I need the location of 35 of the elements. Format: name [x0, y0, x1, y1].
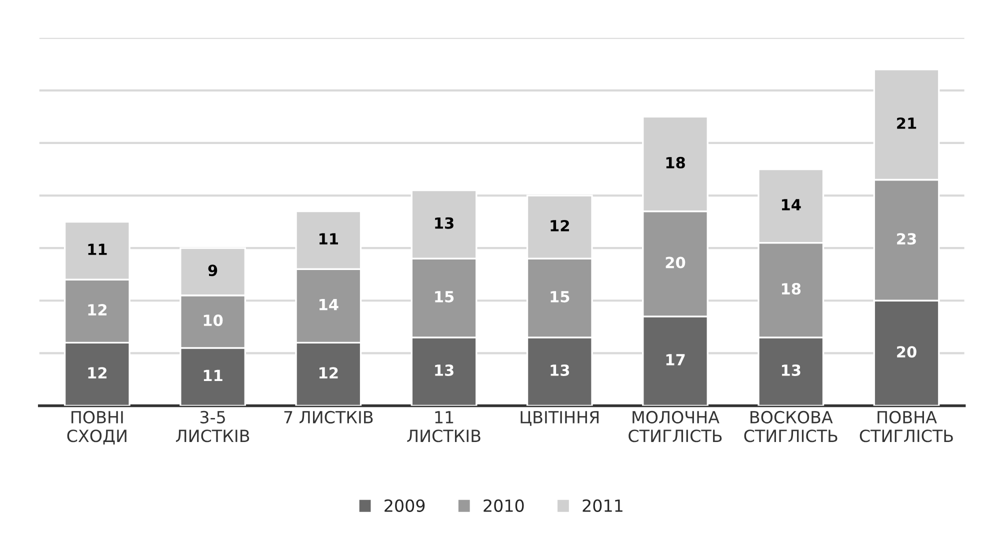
data-label: 10 — [204, 314, 223, 326]
data-label: 11 — [88, 244, 107, 255]
data-label: 23 — [897, 233, 916, 245]
data-label: 9 — [208, 264, 218, 276]
x-tick-label: ЦВІТІННЯ — [520, 411, 599, 426]
data-label: 12 — [88, 304, 106, 316]
data-label: 15 — [435, 291, 454, 302]
data-label: 13 — [435, 217, 454, 229]
data-label: 14 — [320, 298, 338, 310]
x-tick-label: 11 ЛИСТКІВ — [407, 411, 480, 442]
data-label: 20 — [897, 346, 916, 358]
data-label: 11 — [204, 370, 222, 382]
legend-label: 2010 — [484, 499, 524, 512]
data-label: 13 — [550, 364, 570, 376]
data-label: 18 — [666, 156, 685, 168]
legend-label: 2009 — [384, 499, 425, 512]
data-label: 14 — [782, 199, 801, 210]
data-label: 11 — [320, 233, 338, 244]
data-label: 20 — [666, 256, 686, 268]
data-label: 12 — [320, 367, 338, 378]
x-tick-label: ПОВНА СТИГЛІСТЬ — [860, 410, 953, 442]
data-label: 12 — [88, 367, 106, 378]
data-label: 13 — [435, 364, 454, 376]
x-tick-label: ВОСКОВА СТИГЛІСТЬ — [744, 410, 838, 442]
legend-label: 2011 — [582, 499, 622, 512]
data-label: 12 — [550, 220, 569, 232]
data-label: 15 — [550, 291, 570, 302]
data-label: 18 — [782, 283, 801, 295]
x-tick-label: ПОВНІ СХОДИ — [67, 410, 126, 445]
x-tick-label: 7 ЛИСТКІВ — [284, 410, 373, 424]
data-label: 17 — [666, 354, 685, 366]
data-label: 13 — [782, 364, 800, 376]
x-tick-label: МОЛОЧНА СТИГЛІСТЬ — [628, 410, 722, 442]
data-label: 21 — [897, 117, 916, 129]
x-tick-label: 3-5 ЛИСТКІВ — [176, 410, 250, 442]
